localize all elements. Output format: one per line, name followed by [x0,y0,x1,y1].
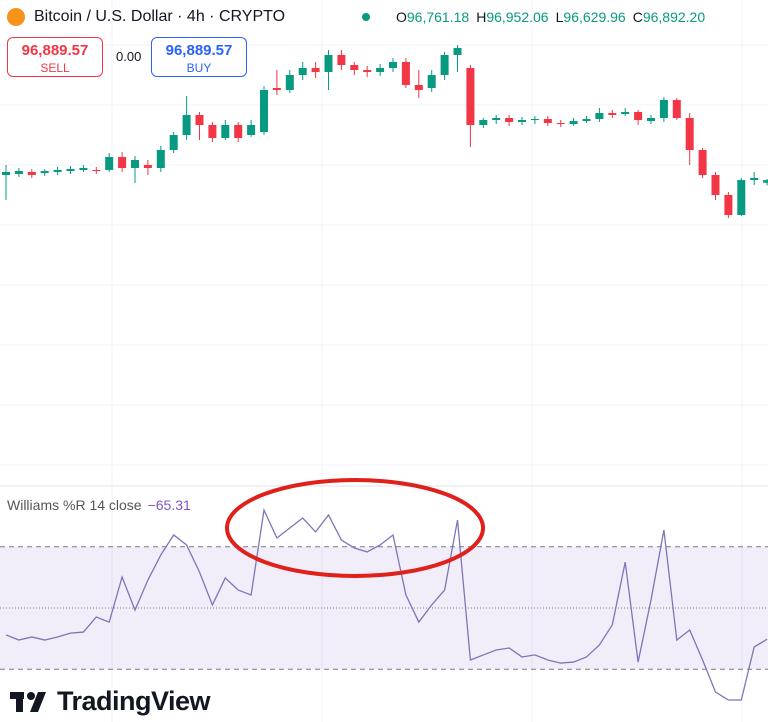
candle-body [118,157,127,168]
ohlc: O96,761.18 H96,952.06 L96,629.96 C96,892.20 [396,9,705,25]
candle-body [569,121,578,124]
candle-body [763,180,768,183]
ohlc-value: 96,761.18 [406,9,470,25]
ohlc-item: L96,629.96 [556,9,626,25]
candle-body [195,115,204,125]
candle-body [66,169,75,171]
candle-body [698,150,707,175]
candle-body [401,62,410,85]
ohlc-key: C [632,9,643,25]
candle-body [685,118,694,150]
candle-body [492,118,501,120]
candle-body [234,125,243,138]
sell-price: 96,889.57 [21,42,89,59]
status-dot [362,13,370,21]
candle-body [479,120,488,125]
ohlc-key: L [555,9,564,25]
indicator-line [5,507,768,701]
candle-body [647,118,655,121]
sell-label: SELL [40,61,70,75]
candle-body [208,125,217,138]
candle-body [105,157,114,170]
candle-body [556,123,565,124]
buy-price: 96,889.57 [165,42,233,59]
candle-body [595,113,604,119]
candle-body [182,115,191,135]
candle-body [272,88,281,90]
candle-body [363,70,372,72]
candle-body [389,62,397,68]
logo: TradingView [57,686,211,716]
btc-icon [7,8,25,26]
candle-body [621,112,630,114]
candle-body [750,178,759,180]
ohlc-key: O [396,9,407,25]
candle-body [414,85,423,90]
candle-body [285,75,294,90]
candle-body [737,180,746,215]
candle-body [427,75,436,88]
ohlc-item: O96,761.18 [396,9,469,25]
highlight-ellipse [225,478,485,578]
candle-body [14,171,23,174]
ohlc-value: 96,892.20 [642,9,706,25]
candle-body [53,170,62,172]
candle-body [453,48,462,55]
ohlc-value: 96,629.96 [563,9,626,25]
spread: 0.00 [116,49,142,64]
candle-body [634,112,643,120]
candle-body [350,65,359,70]
candle-body [376,68,385,72]
indicator-legend: Williams %R 14 close −65.31 [7,497,191,513]
candle-body [79,168,88,170]
candle-body [337,55,346,65]
candle-body [530,119,539,120]
candle-body [711,175,720,195]
logo-icon [10,692,46,712]
candle-body [724,195,733,215]
candle-body [27,172,36,175]
header: Bitcoin / U.S. Dollar · 4h · CRYPTO O96,… [0,6,768,28]
candle-body [131,160,139,168]
candle-body [2,172,10,175]
candle-body [260,90,268,132]
candle-body [672,100,681,118]
candle-body [608,113,617,115]
buy-label: BUY [186,61,212,75]
indicator-value: −65.31 [147,497,191,513]
candle-body [582,119,591,121]
candle-body [440,55,449,75]
candle-body [324,55,333,72]
candle-body [40,171,49,173]
ohlc-item: H96,952.06 [476,9,548,25]
candle-body [543,119,552,123]
candle-body [143,165,152,168]
ohlc-item: C96,892.20 [633,9,705,25]
indicator-title: Williams %R 14 close [7,497,142,513]
candle-body [518,120,526,122]
candle-body [169,135,178,150]
candle-body [92,170,101,171]
buy-button[interactable]: 96,889.57 BUY [151,37,247,77]
candle-body [466,68,475,125]
sell-button[interactable]: 96,889.57 SELL [7,37,103,77]
ohlc-value: 96,952.06 [486,9,549,25]
symbol: Bitcoin / U.S. Dollar · 4h · CRYPTO [34,8,286,25]
candle-body [659,100,668,118]
candle-body [247,125,256,135]
candle-body [221,125,230,138]
ohlc-key: H [476,9,487,25]
candle-body [156,150,165,168]
candle-body [505,118,514,122]
candle-body [298,68,307,75]
candle-body [311,68,320,72]
